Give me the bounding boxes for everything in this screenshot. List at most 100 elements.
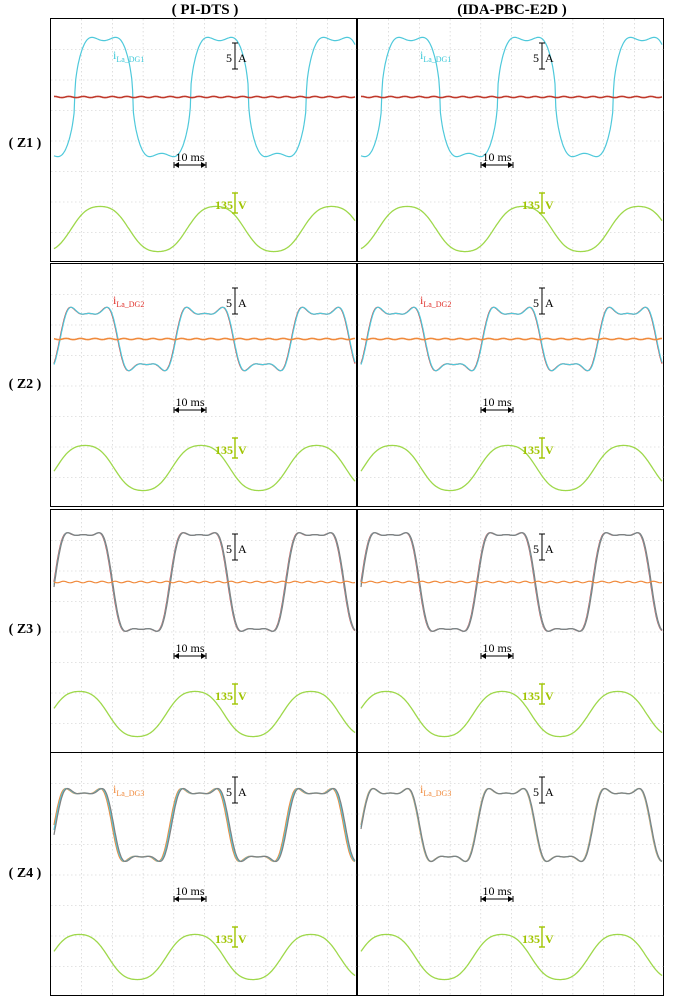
current-trace-2	[360, 306, 663, 372]
row-label-z2: ( Z2 )	[8, 377, 42, 392]
trace-label: iLa_DG1	[420, 48, 451, 64]
current-trace-3	[53, 532, 356, 632]
scope-panel-pi-dts-z1: iLa_DG1 5 A 10 ms 135 V	[50, 18, 358, 263]
time-scale-label: 10 ms	[482, 884, 511, 898]
current-scale-unit: A	[545, 51, 554, 65]
current-trace-3	[53, 787, 356, 863]
voltage-trace	[360, 205, 663, 253]
scope-svg: iLa_DG1 5 A 10 ms 135 V	[51, 19, 358, 263]
trace-label-sub: La_DG1	[423, 55, 451, 64]
trace-label-sub: La_DG1	[116, 55, 144, 64]
trace-label: iLa_DG3	[420, 782, 451, 798]
current-scale-unit: A	[545, 296, 554, 310]
voltage-scale-unit: V	[545, 689, 554, 703]
current-scale-unit: A	[545, 785, 554, 799]
scope-panel-ida-pbc-e2d-z4: iLa_DG3 5 A 10 ms 135 V	[357, 752, 665, 997]
voltage-trace	[360, 933, 663, 981]
time-scale-label: 10 ms	[482, 641, 511, 655]
current-trace-1	[53, 36, 356, 158]
trace-label-sub: La_DG3	[116, 789, 144, 798]
voltage-scale-number: 135	[522, 932, 540, 946]
time-scale-label: 10 ms	[482, 395, 511, 409]
current-scale-unit: A	[238, 296, 247, 310]
current-scale-number: 5	[226, 51, 232, 65]
voltage-scale-number: 135	[215, 689, 233, 703]
trace-label-sub: La_DG2	[423, 300, 451, 309]
trace-label-sub: La_DG2	[116, 300, 144, 309]
column-title-ida-pbc-e2d: (IDA-PBC-E2D )	[457, 2, 567, 18]
current-trace-flat	[360, 580, 663, 584]
trace-label-sub: La_DG3	[423, 789, 451, 798]
voltage-trace	[53, 444, 356, 492]
voltage-trace	[360, 444, 663, 492]
voltage-scale-unit: V	[238, 198, 247, 212]
column-title-pi-dts: ( PI-DTS )	[171, 2, 239, 18]
scope-panel-pi-dts-z4: iLa_DG3 5 A 10 ms 135 V	[50, 752, 358, 997]
current-trace-flat	[53, 580, 356, 584]
current-scale-number: 5	[533, 542, 539, 556]
time-scale-label: 10 ms	[175, 884, 204, 898]
scope-svg: iLa_DG3 5 A 10 ms 135 V	[358, 753, 665, 997]
scope-panel-ida-pbc-e2d-z3: 5 A 10 ms 135 V	[357, 509, 665, 754]
voltage-scale-unit: V	[545, 443, 554, 457]
time-scale-label: 10 ms	[482, 150, 511, 164]
trace-label: iLa_DG3	[113, 782, 144, 798]
scope-panel-pi-dts-z3: 5 A 10 ms 135 V	[50, 509, 358, 754]
voltage-trace	[53, 205, 356, 253]
current-scale-unit: A	[545, 542, 554, 556]
voltage-scale-unit: V	[545, 198, 554, 212]
voltage-scale-number: 135	[522, 198, 540, 212]
scope-svg: 5 A 10 ms 135 V	[358, 510, 665, 754]
row-label-z1: ( Z1 )	[8, 136, 42, 151]
trace-label: iLa_DG2	[420, 293, 451, 309]
current-scale-number: 5	[533, 51, 539, 65]
current-trace-2	[53, 306, 356, 372]
trace-label: iLa_DG1	[113, 48, 144, 64]
current-scale-number: 5	[226, 785, 232, 799]
scope-svg: iLa_DG2 5 A 10 ms 135 V	[358, 264, 665, 508]
current-scale-number: 5	[533, 785, 539, 799]
voltage-scale-number: 135	[215, 932, 233, 946]
row-label-z4: ( Z4 )	[8, 866, 42, 881]
voltage-scale-number: 135	[215, 443, 233, 457]
voltage-scale-number: 135	[522, 689, 540, 703]
current-trace-3	[360, 337, 663, 341]
current-trace-3	[53, 337, 356, 341]
current-trace-3	[360, 787, 663, 863]
time-scale-label: 10 ms	[175, 641, 204, 655]
current-scale-unit: A	[238, 51, 247, 65]
current-scale-number: 5	[226, 296, 232, 310]
current-scale-number: 5	[533, 296, 539, 310]
voltage-scale-number: 135	[215, 198, 233, 212]
current-trace-2	[361, 95, 663, 99]
time-scale-label: 10 ms	[175, 395, 204, 409]
row-label-z3: ( Z3 )	[8, 622, 42, 637]
scope-svg: iLa_DG3 5 A 10 ms 135 V	[51, 753, 358, 997]
voltage-scale-unit: V	[238, 443, 247, 457]
scope-svg: 5 A 10 ms 135 V	[51, 510, 358, 754]
voltage-scale-number: 135	[522, 443, 540, 457]
trace-label: iLa_DG2	[113, 293, 144, 309]
current-scale-unit: A	[238, 785, 247, 799]
scope-panel-pi-dts-z2: iLa_DG2 5 A 10 ms 135 V	[50, 263, 358, 508]
current-scale-unit: A	[238, 542, 247, 556]
scope-grid	[358, 264, 665, 508]
scope-panel-ida-pbc-e2d-z2: iLa_DG2 5 A 10 ms 135 V	[357, 263, 665, 508]
voltage-trace	[53, 690, 356, 738]
scope-grid	[51, 264, 358, 508]
scope-grid	[358, 510, 665, 754]
voltage-trace	[360, 690, 663, 738]
current-trace-2	[54, 95, 356, 99]
scope-panel-ida-pbc-e2d-z1: iLa_DG1 5 A 10 ms 135 V	[357, 18, 665, 263]
voltage-trace	[53, 933, 356, 981]
current-trace-3	[360, 532, 663, 632]
scope-svg: iLa_DG2 5 A 10 ms 135 V	[51, 264, 358, 508]
voltage-scale-unit: V	[238, 689, 247, 703]
scope-svg: iLa_DG1 5 A 10 ms 135 V	[358, 19, 665, 263]
voltage-scale-unit: V	[238, 932, 247, 946]
time-scale-label: 10 ms	[175, 150, 204, 164]
current-trace-1	[360, 36, 663, 158]
scope-grid	[51, 510, 358, 754]
current-scale-number: 5	[226, 542, 232, 556]
voltage-scale-unit: V	[545, 932, 554, 946]
